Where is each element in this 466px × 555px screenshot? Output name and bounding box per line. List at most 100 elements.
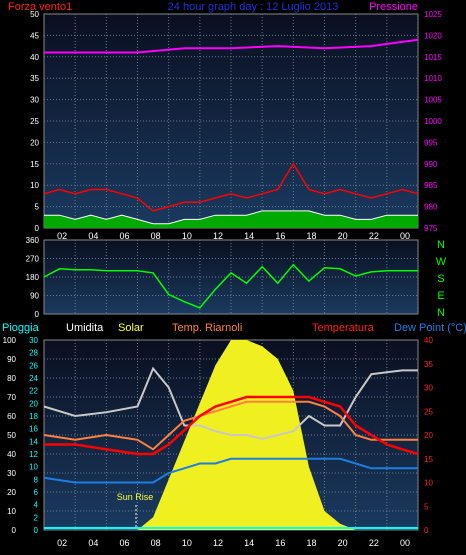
wind-x-tick: 08: [151, 231, 161, 241]
compass-label: N: [437, 307, 445, 319]
wind-x-tick: 06: [119, 231, 129, 241]
wind-y-left-tick: 0: [35, 224, 40, 233]
wind-y-right-tick: 1020: [424, 31, 442, 40]
wind-panel-title-center: 24 hour graph day : 12 Luglio 2013: [168, 1, 339, 13]
weather-y-outer-tick: 20: [7, 488, 16, 497]
wind-y-left-tick: 45: [30, 31, 39, 40]
direction-y-ticks: 0 90 180 270 360: [26, 236, 40, 319]
direction-line: [43, 263, 418, 309]
weather-y-right-tick: 30: [424, 384, 433, 393]
weather-y-outer-tick: 100: [3, 336, 17, 345]
weather-y-inner-tick: 2: [34, 513, 39, 522]
weather-y-outer-tick: 40: [7, 450, 16, 459]
sunrise-label: Sun Rise: [117, 492, 154, 502]
weather-y-inner-tick: 10: [29, 463, 38, 472]
direction-y-tick: 180: [26, 273, 40, 282]
wind-y-left-tick: 15: [30, 160, 39, 169]
wind-x-tick: 16: [275, 231, 285, 241]
weather-y-outer-tick: 60: [7, 412, 16, 421]
wind-y-right-tick: 1025: [424, 10, 442, 19]
wind-grid: [44, 14, 419, 228]
weather-y-right-tick: 20: [424, 431, 433, 440]
weather-y-inner-tick: 22: [29, 387, 38, 396]
direction-y-tick: 0: [35, 310, 40, 319]
weather-y-inner-tick: 28: [29, 349, 38, 358]
wind-y-left-tick: 50: [30, 10, 39, 19]
weather-y-outer-tick: 10: [7, 507, 16, 516]
weather-y-right-tick: 10: [424, 479, 433, 488]
weather-y-inner-tick: 12: [29, 450, 38, 459]
wind-y-right-tick: 985: [424, 181, 438, 190]
legend-rain: Pioggia: [2, 322, 40, 334]
weather-y-outer-tick: 30: [7, 469, 16, 478]
wind-y-right-tick: 980: [424, 203, 438, 212]
weather-series: [43, 340, 419, 530]
wind-x-tick: 20: [338, 231, 348, 241]
wind-series: [43, 38, 419, 228]
compass-label: E: [437, 290, 444, 302]
legend-temperature: Temperatura: [312, 322, 375, 334]
weather-y-inner-tick: 20: [29, 399, 38, 408]
wind-x-ticks: 02 04 06 08 10 12 14 16 18 20 22 00: [57, 231, 410, 241]
weather-y-right-tick: 25: [424, 407, 433, 416]
wind-y-left-tick: 20: [30, 138, 39, 147]
compass-label: N: [437, 239, 445, 251]
weather-y-inner-tick: 8: [34, 475, 39, 484]
direction-y-tick: 360: [26, 236, 40, 245]
weather-y-right-tick: 15: [424, 455, 433, 464]
compass-label: W: [436, 256, 447, 268]
wind-y-left-tick: 35: [30, 74, 39, 83]
wind-y-left-tick: 5: [35, 203, 40, 212]
wind-y-right-tick: 1005: [424, 96, 442, 105]
weather-x-tick: 16: [275, 538, 285, 548]
weather-y-inner-tick: 18: [29, 412, 38, 421]
weather-y-right-tick: 0: [424, 526, 429, 535]
wind-y-right-tick: 990: [424, 160, 438, 169]
wind-x-tick: 04: [88, 231, 98, 241]
wind-x-tick: 22: [369, 231, 379, 241]
legend-temp-riarnoli: Temp. Riarnoli: [172, 322, 242, 334]
pressure-line: [44, 38, 419, 54]
weather-y-outer-ticks: 0 10 20 30 40 50 60 70 80 90 100: [3, 336, 17, 535]
weather-y-inner-tick: 4: [34, 501, 39, 510]
weather-y-outer-tick: 0: [12, 526, 17, 535]
wind-panel-title-right: Pressione: [369, 1, 418, 13]
wind-panel-title-left: Forza vento1: [8, 1, 72, 13]
compass-label: S: [437, 273, 444, 285]
wind-x-tick: 18: [306, 231, 316, 241]
weather-x-tick: 04: [88, 538, 98, 548]
weather-y-inner-tick: 16: [29, 425, 38, 434]
weather-y-inner-tick: 0: [34, 526, 39, 535]
weather-y-inner-tick: 30: [29, 336, 38, 345]
weather-x-tick: 06: [119, 538, 129, 548]
humidity-line: [43, 366, 418, 440]
wind-x-tick: 12: [213, 231, 223, 241]
weather-x-ticks: 02 04 06 08 10 12 14 16 18 20 22 00: [57, 538, 410, 548]
wind-y-left-tick: 25: [30, 117, 39, 126]
wind-y-left-tick: 40: [30, 53, 39, 62]
weather-y-right-tick: 35: [424, 360, 433, 369]
weather-x-tick: 20: [338, 538, 348, 548]
temp-riarnoli-line: [43, 400, 418, 451]
wind-y-right-tick: 1010: [424, 74, 442, 83]
dew-point-line: [43, 457, 418, 484]
wind-x-tick: 02: [57, 231, 67, 241]
legend-dew-point: Dew Point (°C): [394, 322, 466, 334]
weather-y-inner-tick: 14: [29, 437, 38, 446]
weather-y-right-tick: 40: [424, 336, 433, 345]
wind-y-left-tick: 30: [30, 96, 39, 105]
weather-x-tick: 08: [151, 538, 161, 548]
wind-y-right-ticks: 975 980 985 990 995 1000 1005 1010 1015 1020 1025: [424, 10, 442, 233]
wind-y-left-tick: 10: [30, 181, 39, 190]
legend-solar: Solar: [118, 322, 144, 334]
wind-x-tick: 00: [400, 231, 410, 241]
weather-y-right-ticks: 0 5 10 15 20 25 30 35 40: [424, 336, 433, 535]
temperature-line: [44, 395, 419, 456]
wind-average-line: [44, 210, 418, 225]
wind-gust-line: [43, 162, 419, 212]
weather-x-tick: 14: [244, 538, 254, 548]
